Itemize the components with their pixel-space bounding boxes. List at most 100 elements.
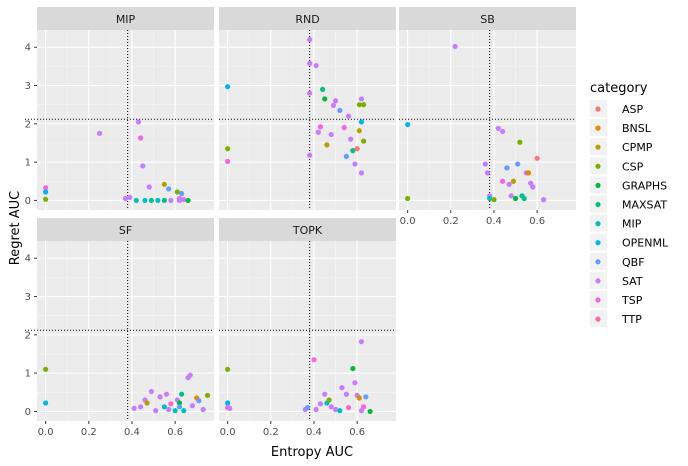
data-point-sat (153, 408, 159, 414)
legend-label: BNSL (622, 122, 652, 135)
data-point-sat (157, 394, 163, 400)
x-tick-label: 0.4 (306, 427, 322, 438)
data-point-csp (204, 392, 211, 398)
legend-key-cpmp (595, 144, 601, 150)
data-point-tsp (43, 185, 49, 191)
legend-key-qbf (595, 259, 601, 265)
data-point-sat (135, 119, 142, 125)
legend-key-tsp (595, 297, 601, 303)
data-point-mip (142, 197, 148, 204)
x-tick-label: 0.6 (529, 216, 545, 227)
y-tick-label: 4 (25, 254, 31, 265)
y-axis-title: Regret AUC (8, 191, 23, 265)
data-point-maxsat (148, 197, 155, 204)
data-point-cpmp (356, 128, 362, 134)
data-point-sat (339, 385, 345, 391)
data-point-maxsat (521, 195, 527, 202)
facet-panel-mip: MIP (25, 7, 214, 210)
data-point-sat (495, 125, 501, 132)
data-point-qbf (179, 190, 185, 197)
data-point-mip (161, 404, 167, 410)
data-point-sat (352, 161, 358, 167)
panels-layer: MIP RND SB SF TOPK (25, 7, 576, 421)
data-point-sat (146, 184, 152, 190)
data-point-graphs (322, 96, 328, 102)
data-point-qbf (196, 398, 202, 404)
data-point-tsp (225, 158, 231, 164)
data-point-mip (337, 408, 343, 414)
data-point-asp (534, 155, 540, 161)
legend-label: TTP (621, 313, 642, 326)
facet-panel-sf: SF (25, 218, 214, 421)
data-point-sat (189, 403, 196, 409)
data-point-csp (356, 102, 362, 108)
data-point-cpmp (144, 400, 150, 406)
data-point-tsp (345, 404, 352, 411)
data-point-openml (225, 400, 231, 406)
data-point-qbf (363, 394, 369, 400)
y-tick-label: 3 (25, 292, 31, 303)
data-point-csp (405, 195, 411, 202)
y-tick-label: 2 (25, 330, 31, 341)
data-point-csp (361, 138, 367, 144)
data-point-cpmp (510, 178, 517, 184)
x-axis: 0.0 0.2 0.4 0.6 0.0 0.2 0.4 0.6 0.0 0.2 0.4 0.6 (38, 210, 545, 438)
data-point-openml (358, 119, 365, 125)
data-point-sat (163, 391, 170, 397)
data-point-mip (155, 197, 161, 204)
data-point-sat (358, 170, 365, 176)
x-tick-label: 0.6 (167, 427, 183, 438)
x-tick-label: 0.0 (38, 427, 54, 438)
data-point-graphs (350, 365, 356, 372)
data-point-sat (322, 391, 328, 397)
data-point-openml (405, 121, 411, 128)
data-point-tsp (311, 357, 317, 363)
data-point-bnsl (356, 395, 362, 401)
y-axis: 0 1 2 3 4 0 1 2 3 4 (25, 43, 37, 418)
legend-key-mip (595, 221, 601, 227)
legend-label: CSP (622, 160, 644, 173)
data-point-sat (358, 96, 365, 102)
data-point-csp (43, 366, 49, 372)
legend-key-bnsl (595, 125, 601, 131)
data-point-asp (354, 146, 360, 152)
legend-key-csp (595, 163, 601, 169)
data-point-sat (541, 197, 547, 203)
data-point-mip (133, 197, 139, 204)
y-tick-label: 1 (25, 369, 31, 380)
y-tick-label: 2 (25, 119, 31, 130)
x-axis-title: Entropy AUC (271, 445, 353, 460)
facet-strip-label: RND (295, 13, 319, 26)
data-point-sat (168, 197, 174, 204)
data-point-sat (148, 388, 155, 395)
data-point-qbf (515, 161, 521, 167)
data-point-mip (487, 195, 493, 202)
data-point-sat (332, 98, 339, 104)
data-point-bnsl (525, 170, 532, 176)
data-point-cpmp (324, 142, 330, 148)
data-point-sat (500, 128, 506, 135)
x-tick-label: 0.4 (486, 216, 502, 227)
data-point-sat (506, 181, 512, 187)
facet-strip (219, 218, 396, 241)
data-point-csp (174, 189, 180, 195)
data-point-graphs (512, 195, 519, 202)
data-point-sat (352, 380, 358, 386)
x-tick-label: 0.0 (220, 427, 236, 438)
data-point-csp (491, 197, 497, 203)
facet-strip (399, 7, 576, 30)
data-point-sat (345, 113, 352, 119)
data-point-csp (225, 146, 231, 152)
data-point-sat (140, 163, 146, 169)
data-point-tsp (168, 401, 174, 407)
data-point-sat (131, 405, 137, 411)
legend-title: category (590, 81, 648, 96)
facet-strip-label: SF (119, 224, 132, 237)
data-point-sat (307, 152, 313, 158)
y-tick-label: 0 (25, 407, 31, 418)
facet-strip (219, 7, 396, 30)
x-tick-label: 0.4 (124, 427, 140, 438)
legend-key-asp (595, 106, 601, 112)
facet-panel-sb: SB (399, 7, 576, 210)
x-tick-label: 0.6 (349, 427, 365, 438)
